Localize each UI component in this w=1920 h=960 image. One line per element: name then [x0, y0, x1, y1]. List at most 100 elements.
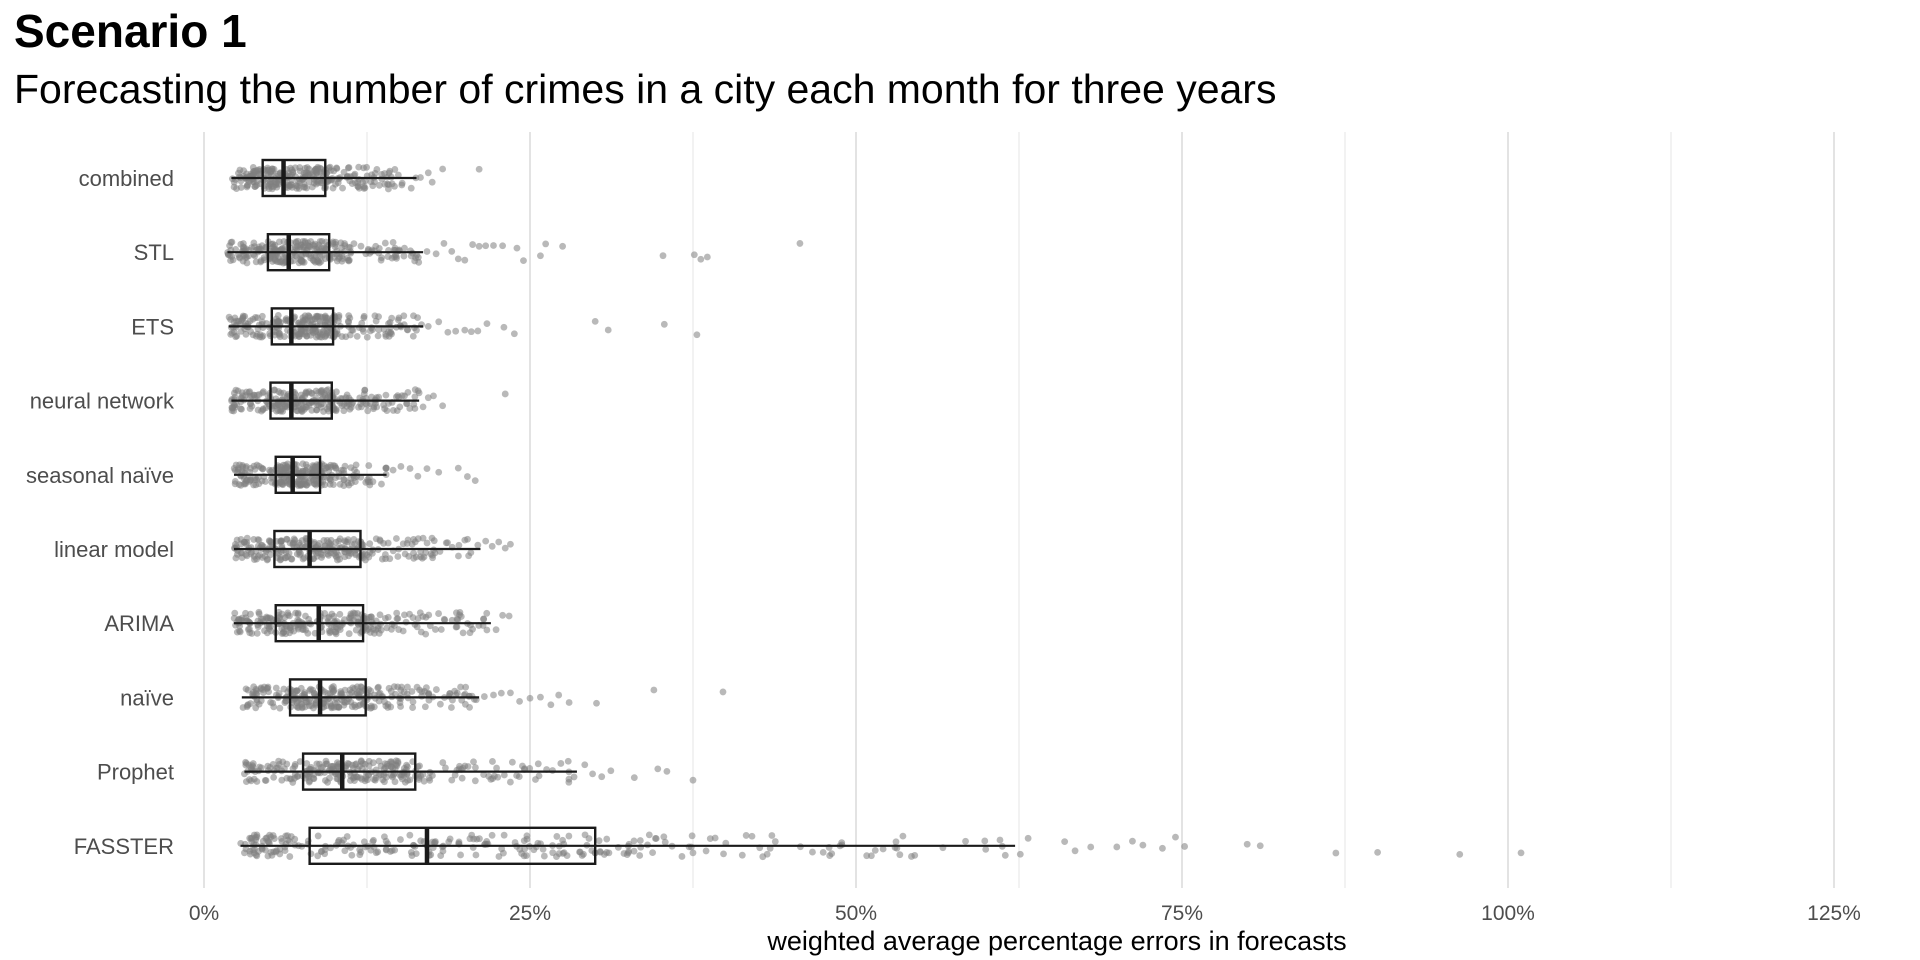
- data-point: [347, 698, 355, 706]
- data-point: [289, 541, 297, 548]
- data-point: [564, 757, 572, 765]
- data-point: [557, 760, 565, 767]
- data-point: [393, 535, 400, 542]
- outlier-point: [454, 464, 462, 472]
- data-point: [645, 831, 653, 839]
- iqr-box: [301, 752, 417, 791]
- data-point: [246, 388, 254, 396]
- data-point: [559, 850, 567, 857]
- data-point: [268, 479, 276, 486]
- data-point: [404, 683, 411, 691]
- category-label: neural network: [30, 389, 175, 414]
- data-point: [250, 683, 258, 691]
- data-point: [534, 760, 542, 768]
- category-label: combined: [79, 166, 174, 191]
- data-point: [362, 556, 369, 564]
- data-point: [278, 537, 286, 545]
- data-point: [311, 480, 319, 488]
- data-point: [649, 849, 656, 857]
- outlier-point: [474, 327, 482, 335]
- data-point: [338, 690, 346, 698]
- data-point: [233, 317, 240, 325]
- outlier-point: [406, 465, 414, 472]
- outlier-point: [488, 542, 496, 550]
- outlier-point: [461, 256, 469, 264]
- data-point: [445, 838, 453, 846]
- data-point: [259, 465, 267, 473]
- data-point: [283, 760, 291, 768]
- outlier-point: [1332, 849, 1340, 857]
- data-point: [809, 848, 816, 856]
- outlier-point: [604, 326, 612, 334]
- data-point: [253, 629, 261, 637]
- data-point: [462, 683, 470, 691]
- data-point: [391, 182, 398, 190]
- outlier-point: [435, 468, 443, 476]
- data-point: [246, 317, 254, 325]
- data-point: [410, 312, 417, 320]
- data-point: [267, 551, 274, 559]
- data-point: [385, 400, 392, 407]
- data-point: [471, 777, 479, 785]
- data-point: [229, 404, 236, 412]
- data-point: [276, 333, 284, 341]
- data-point: [466, 703, 473, 711]
- data-point: [768, 832, 776, 839]
- data-point: [549, 849, 557, 857]
- chart-title: Scenario 1: [14, 5, 247, 57]
- data-point: [311, 167, 319, 175]
- outlier-point: [435, 318, 443, 326]
- data-point: [296, 758, 304, 765]
- data-point: [298, 258, 306, 266]
- x-tick-labels: 0% 25% 50% 75% 100% 125%: [189, 902, 1861, 925]
- data-point: [258, 312, 266, 320]
- data-point: [381, 778, 388, 786]
- data-point: [228, 253, 236, 260]
- data-point: [553, 833, 561, 840]
- data-point: [307, 685, 315, 693]
- data-point: [381, 239, 389, 247]
- data-point: [457, 613, 465, 620]
- data-point: [338, 839, 346, 847]
- outlier-point: [423, 248, 431, 255]
- data-point: [406, 831, 414, 839]
- data-point: [249, 760, 257, 767]
- data-point: [838, 839, 846, 847]
- outlier-point: [581, 761, 589, 769]
- data-point: [382, 464, 390, 472]
- data-point: [231, 480, 239, 488]
- data-point: [291, 391, 299, 398]
- outlier-point: [650, 686, 658, 694]
- data-point: [388, 625, 395, 633]
- data-point: [327, 700, 334, 708]
- data-point: [366, 540, 374, 548]
- data-point: [336, 535, 344, 543]
- data-point: [413, 326, 420, 334]
- data-point: [453, 609, 460, 617]
- outlier-point: [1087, 843, 1095, 851]
- data-point: [375, 326, 383, 334]
- data-point: [432, 686, 440, 693]
- data-point: [276, 850, 284, 858]
- data-point: [396, 699, 404, 707]
- data-point: [374, 848, 382, 856]
- data-point: [382, 330, 390, 338]
- outlier-point: [630, 774, 638, 782]
- data-point: [570, 773, 578, 781]
- data-point: [345, 630, 353, 638]
- data-point: [448, 704, 455, 711]
- data-point: [300, 318, 307, 325]
- data-point: [316, 333, 324, 341]
- data-point: [465, 552, 473, 560]
- data-point: [244, 701, 252, 709]
- data-point: [242, 761, 250, 769]
- data-point: [515, 773, 523, 781]
- iqr-box: [273, 529, 362, 569]
- data-point: [264, 852, 272, 860]
- data-point: [311, 245, 318, 253]
- data-point: [299, 468, 307, 475]
- outlier-point: [1129, 837, 1136, 845]
- data-point: [259, 406, 267, 414]
- data-point: [459, 629, 467, 637]
